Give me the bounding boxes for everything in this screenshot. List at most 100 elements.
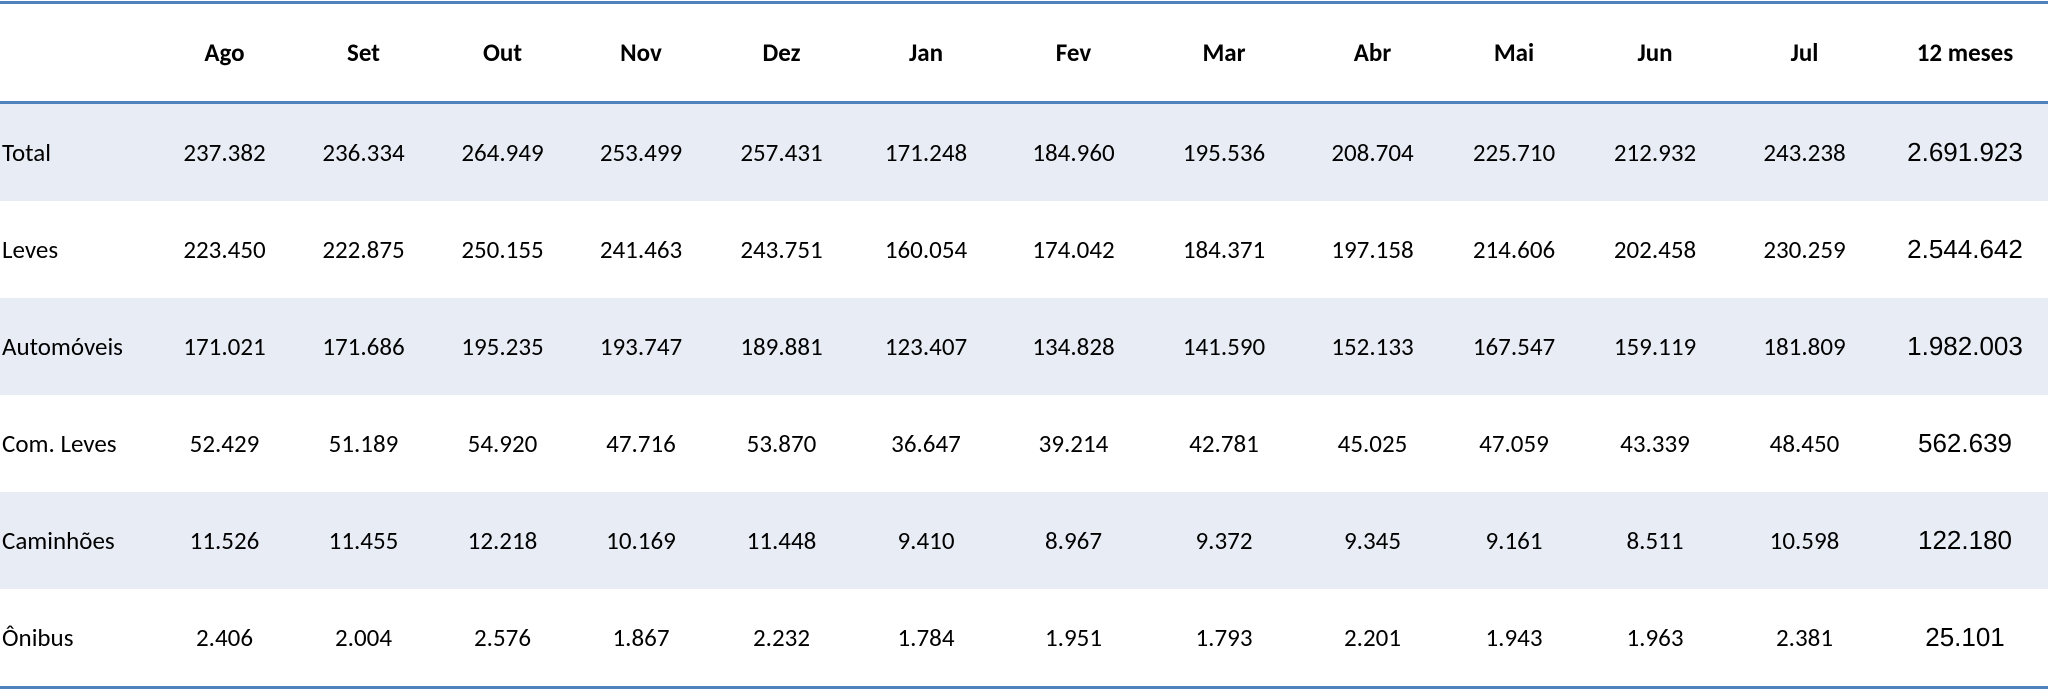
column-header: Mar: [1202, 37, 1246, 68]
cell: 257.431: [740, 137, 823, 168]
corner-cell: [0, 3, 155, 103]
cell: 11.455: [328, 525, 399, 556]
cell: 8.511: [1626, 525, 1684, 556]
header-row: Ago Set Out Nov Dez Jan Fev Mar Abr Mai Jun Jul 12 m…: [0, 2, 2048, 103]
cell: 9.345: [1344, 525, 1401, 556]
cell: 159.119: [1613, 331, 1697, 362]
cell: 122.180: [1918, 525, 2012, 555]
table-row: Leves 223.450 222.875 250.155 241.463 243.751…: [0, 201, 2048, 298]
cell: 2.691.923: [1907, 137, 2023, 167]
cell: 39.214: [1038, 428, 1109, 459]
cell: 230.259: [1763, 234, 1846, 265]
cell: 208.704: [1331, 137, 1414, 168]
cell: 134.828: [1032, 331, 1115, 362]
table-header: Ago Set Out Nov Dez Jan Fev Mar Abr Mai Jun Jul 12 m…: [0, 2, 2048, 103]
cell: 214.606: [1472, 234, 1556, 265]
cell: 2.544.642: [1907, 234, 2023, 264]
cell: 2.004: [335, 622, 392, 653]
cell: 123.407: [884, 331, 968, 362]
cell: 264.949: [461, 137, 544, 168]
cell: 241.463: [599, 234, 683, 265]
column-header: Jul: [1790, 37, 1819, 68]
cell: 36.647: [891, 428, 961, 459]
cell: 167.547: [1472, 331, 1556, 362]
table-row: Caminhões 11.526 11.455 12.218 10.169 11.448 9…: [0, 492, 2048, 589]
row-label: Caminhões: [2, 525, 115, 556]
cell: 243.751: [740, 234, 823, 265]
cell: 197.158: [1331, 234, 1414, 265]
cell: 54.920: [467, 428, 538, 459]
cell: 1.951: [1045, 622, 1102, 653]
cell: 223.450: [183, 234, 266, 265]
cell: 8.967: [1045, 525, 1102, 556]
cell: 1.963: [1626, 622, 1684, 653]
cell: 171.686: [322, 331, 405, 362]
cell: 236.334: [322, 137, 405, 168]
cell: 160.054: [884, 234, 968, 265]
column-header: Ago: [204, 37, 245, 68]
cell: 222.875: [322, 234, 405, 265]
row-label: Com. Leves: [2, 428, 117, 459]
table-row: Com. Leves 52.429 51.189 54.920 47.716 53.870…: [0, 395, 2048, 492]
cell: 171.248: [884, 137, 968, 168]
cell: 11.526: [189, 525, 260, 556]
cell: 1.982.003: [1907, 331, 2023, 361]
column-header: Dez: [762, 37, 801, 68]
cell: 25.101: [1925, 622, 2005, 652]
cell: 2.381: [1776, 622, 1833, 653]
cell: 2.201: [1344, 622, 1401, 653]
column-header: Jun: [1637, 37, 1673, 68]
cell: 171.021: [183, 331, 266, 362]
table-row: Ônibus 2.406 2.004 2.576 1.867 2.232 1.784 1.95…: [0, 589, 2048, 688]
column-header: Nov: [620, 37, 662, 68]
cell: 10.169: [606, 525, 676, 556]
cell: 43.339: [1620, 428, 1690, 459]
cell: 42.781: [1189, 428, 1259, 459]
cell: 51.189: [328, 428, 399, 459]
cell: 189.881: [740, 331, 823, 362]
cell: 2.576: [474, 622, 531, 653]
table-body: Total 237.382 236.334 264.949 253.499 257.431…: [0, 102, 2048, 688]
cell: 225.710: [1472, 137, 1556, 168]
cell: 152.133: [1331, 331, 1414, 362]
cell: 250.155: [461, 234, 544, 265]
cell: 184.960: [1032, 137, 1115, 168]
cell: 12.218: [467, 525, 538, 556]
cell: 1.793: [1195, 622, 1253, 653]
cell: 174.042: [1032, 234, 1115, 265]
cell: 195.235: [461, 331, 544, 362]
cell: 9.372: [1195, 525, 1253, 556]
cell: 47.716: [606, 428, 676, 459]
cell: 562.639: [1918, 428, 2012, 458]
cell: 202.458: [1613, 234, 1697, 265]
cell: 53.870: [746, 428, 817, 459]
cell: 9.161: [1485, 525, 1543, 556]
table-row: Total 237.382 236.334 264.949 253.499 257.431…: [0, 102, 2048, 201]
cell: 1.867: [612, 622, 670, 653]
column-header: Jan: [908, 37, 944, 68]
table-row: Automóveis 171.021 171.686 195.235 193.747 18…: [0, 298, 2048, 395]
cell: 212.932: [1613, 137, 1697, 168]
cell: 9.410: [897, 525, 955, 556]
row-label: Leves: [2, 234, 59, 265]
column-header: Fev: [1055, 37, 1092, 68]
cell: 47.059: [1479, 428, 1549, 459]
cell: 141.590: [1182, 331, 1266, 362]
cell: 52.429: [189, 428, 260, 459]
column-header: Set: [347, 37, 380, 68]
cell: 1.943: [1485, 622, 1543, 653]
row-label: Ônibus: [2, 622, 74, 653]
row-label: Automóveis: [2, 331, 123, 362]
column-header: Abr: [1353, 37, 1392, 68]
cell: 243.238: [1763, 137, 1846, 168]
cell: 237.382: [183, 137, 266, 168]
cell: 45.025: [1337, 428, 1408, 459]
cell: 11.448: [746, 525, 817, 556]
cell: 195.536: [1182, 137, 1266, 168]
row-label: Total: [2, 137, 51, 168]
cell: 184.371: [1182, 234, 1266, 265]
column-header: 12 meses: [1916, 37, 2014, 68]
cell: 2.232: [753, 622, 810, 653]
